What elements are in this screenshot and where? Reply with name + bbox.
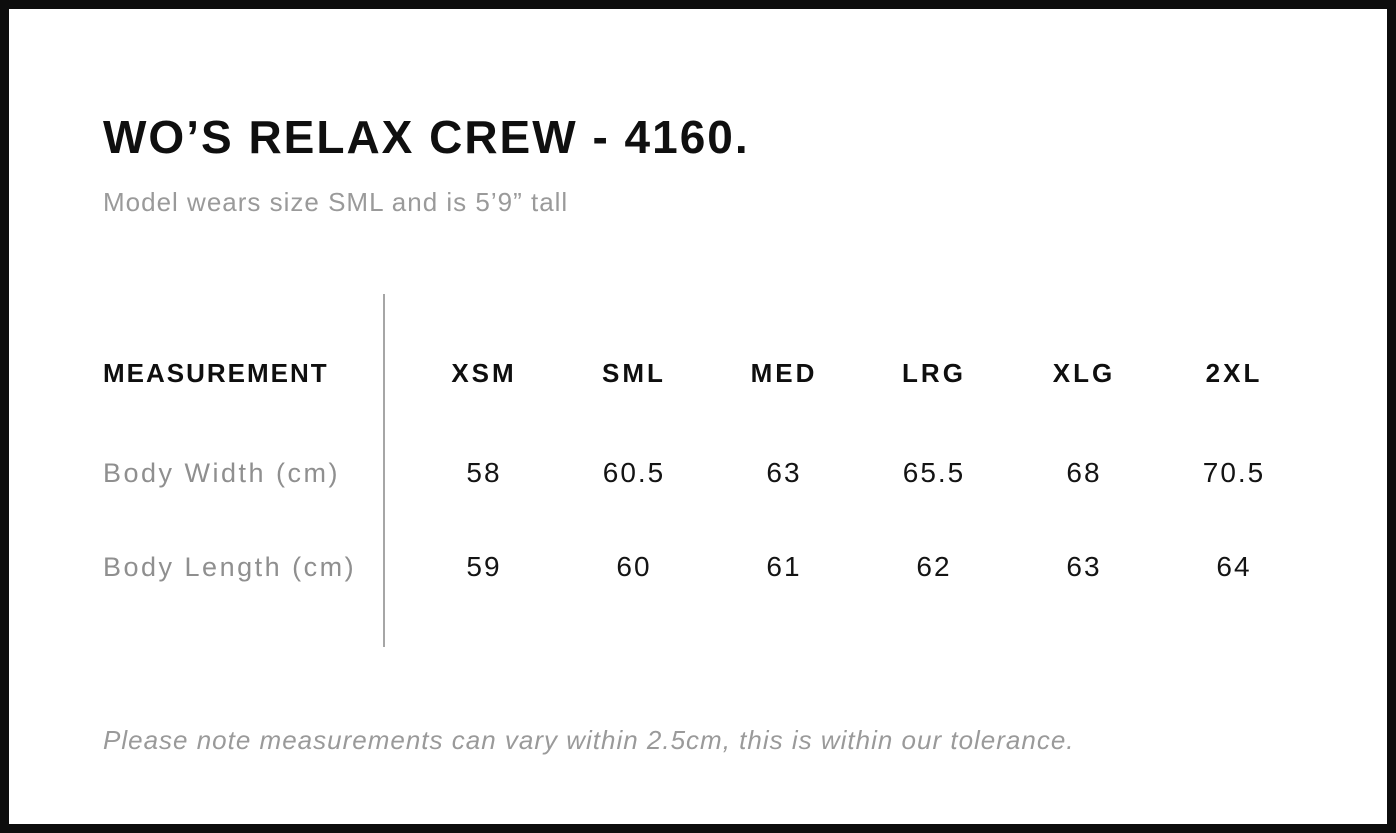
column-header-sml: SML bbox=[602, 358, 666, 388]
body-length-lrg: 62 bbox=[916, 551, 952, 582]
column-header-med: MED bbox=[750, 358, 818, 388]
body-length-xlg: 63 bbox=[1066, 551, 1102, 582]
body-length-xsm: 59 bbox=[466, 551, 502, 582]
tolerance-note: Please note measurements can vary within… bbox=[103, 725, 1075, 755]
body-width-sml: 60.5 bbox=[602, 457, 666, 488]
size-chart-table: MEASUREMENT XSM SML MED LRG XLG 2XL Body… bbox=[103, 294, 1309, 647]
body-width-med: 63 bbox=[766, 457, 802, 488]
body-length-sml: 60 bbox=[616, 551, 652, 582]
column-header-xsm: XSM bbox=[451, 358, 517, 388]
table-divider bbox=[383, 294, 385, 647]
body-width-xsm: 58 bbox=[466, 457, 502, 488]
body-width-lrg: 65.5 bbox=[902, 457, 966, 488]
row-label-body-width: Body Width (cm) bbox=[103, 457, 341, 488]
body-length-2xl: 64 bbox=[1216, 551, 1252, 582]
page-title: WO’S RELAX CREW - 4160. bbox=[103, 111, 750, 163]
body-width-2xl: 70.5 bbox=[1202, 457, 1266, 488]
row-label-body-length: Body Length (cm) bbox=[103, 551, 357, 582]
column-header-measurement: MEASUREMENT bbox=[103, 358, 329, 388]
body-length-med: 61 bbox=[766, 551, 802, 582]
column-header-lrg: LRG bbox=[902, 358, 966, 388]
column-header-2xl: 2XL bbox=[1205, 358, 1263, 388]
column-header-xlg: XLG bbox=[1052, 358, 1116, 388]
model-size-note: Model wears size SML and is 5’9” tall bbox=[103, 187, 569, 217]
body-width-xlg: 68 bbox=[1066, 457, 1102, 488]
